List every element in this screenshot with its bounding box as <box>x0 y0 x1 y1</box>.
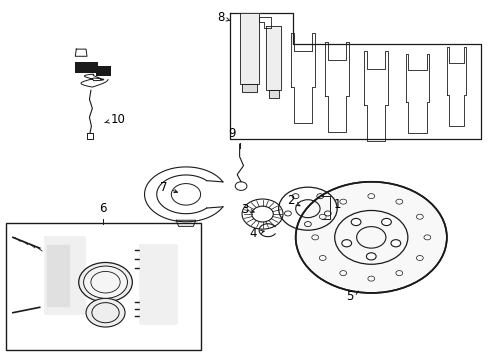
Polygon shape <box>239 13 259 84</box>
Polygon shape <box>47 244 69 306</box>
Circle shape <box>350 219 360 226</box>
Text: 5: 5 <box>345 290 358 303</box>
Circle shape <box>341 240 351 247</box>
Text: 6: 6 <box>99 202 106 215</box>
Text: 10: 10 <box>104 113 125 126</box>
Polygon shape <box>242 84 256 92</box>
Bar <box>5 223 200 350</box>
Circle shape <box>79 262 132 302</box>
Circle shape <box>366 253 375 260</box>
Polygon shape <box>266 26 281 90</box>
Text: 4: 4 <box>249 227 264 240</box>
Text: 9: 9 <box>228 127 236 140</box>
Circle shape <box>295 182 446 293</box>
Text: 2: 2 <box>286 194 299 207</box>
Circle shape <box>86 298 125 327</box>
Text: 8: 8 <box>217 12 230 24</box>
Circle shape <box>390 240 400 247</box>
Text: 7: 7 <box>160 181 177 194</box>
Polygon shape <box>44 237 83 313</box>
Circle shape <box>381 219 390 226</box>
Polygon shape <box>268 90 278 98</box>
Circle shape <box>83 266 127 298</box>
Text: 1: 1 <box>333 198 341 211</box>
Polygon shape <box>140 244 176 323</box>
Text: 3: 3 <box>240 203 254 216</box>
